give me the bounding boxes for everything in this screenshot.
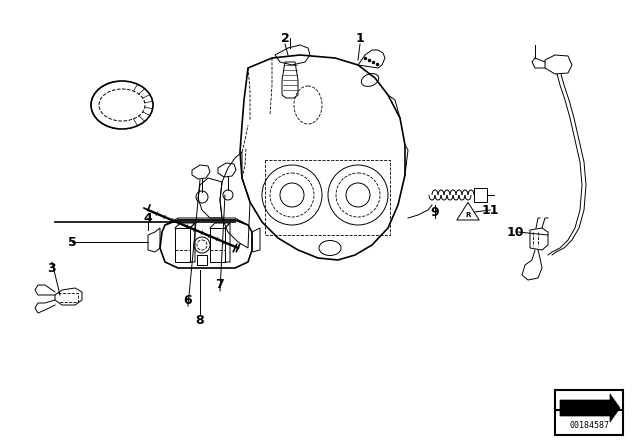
Text: 3: 3 <box>48 262 56 275</box>
Polygon shape <box>560 394 620 422</box>
Text: 6: 6 <box>184 293 192 306</box>
Text: 4: 4 <box>143 211 152 224</box>
Text: 11: 11 <box>481 203 499 216</box>
Text: 1: 1 <box>356 31 364 44</box>
Text: 2: 2 <box>280 31 289 44</box>
Text: 10: 10 <box>506 225 524 238</box>
Bar <box>555 390 623 435</box>
Text: 8: 8 <box>196 314 204 327</box>
Text: 00184587: 00184587 <box>569 421 609 430</box>
Text: 7: 7 <box>216 279 225 292</box>
Text: 9: 9 <box>431 206 439 219</box>
Text: 5: 5 <box>68 236 76 249</box>
Text: R: R <box>465 212 470 218</box>
